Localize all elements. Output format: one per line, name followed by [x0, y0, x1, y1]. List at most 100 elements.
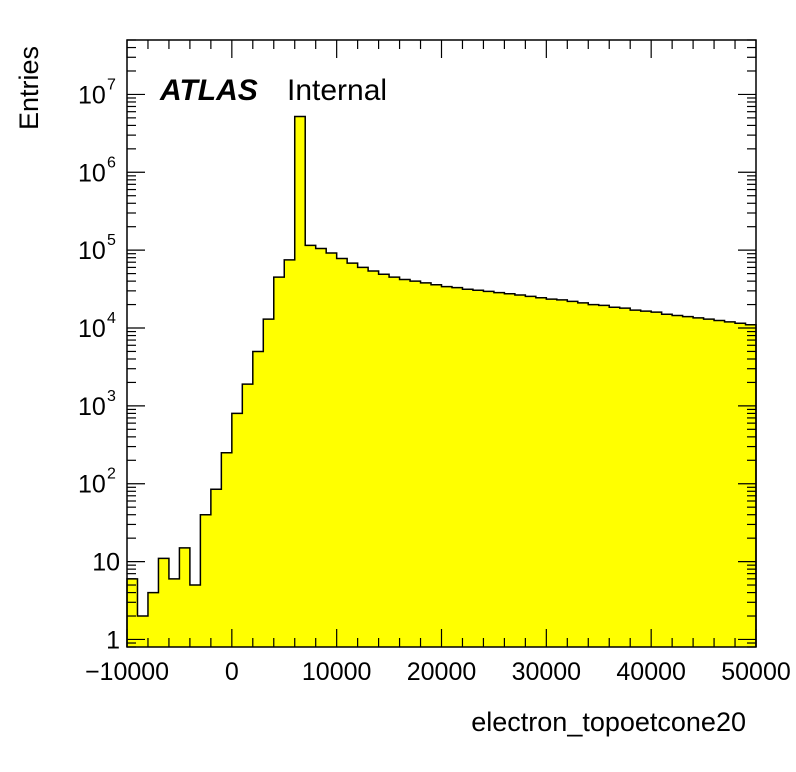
- histogram-bar: [158, 558, 170, 647]
- histogram-bar: [630, 310, 642, 647]
- histogram-bar: [315, 248, 327, 647]
- internal-label: Internal: [287, 74, 387, 107]
- histogram-bar: [389, 277, 401, 647]
- y-tick-exponent: 2: [107, 466, 116, 483]
- histogram-bar: [273, 277, 285, 647]
- y-tick-exponent: 4: [107, 310, 116, 327]
- histogram-bar: [420, 282, 432, 647]
- histogram-bar: [410, 281, 422, 647]
- histogram-bar: [347, 263, 359, 647]
- histogram-bar: [693, 317, 705, 647]
- histogram-bars: [127, 116, 757, 648]
- histogram-bar: [525, 296, 537, 647]
- histogram-bar: [147, 592, 160, 647]
- histogram-bar: [619, 308, 631, 647]
- x-tick-labels: −10000 0 10000 20000 30000 40000 50000: [85, 658, 791, 686]
- histogram-bar: [556, 299, 568, 647]
- histogram-bar: [399, 279, 411, 647]
- x-tick-label: 0: [225, 658, 239, 686]
- plot-frame: [126, 39, 757, 648]
- histogram-bar: [210, 489, 222, 647]
- y-tick-exponent: 3: [107, 388, 116, 405]
- histogram-bar: [651, 312, 663, 647]
- histogram-bar: [431, 284, 443, 647]
- histogram-bar: [189, 585, 201, 647]
- histogram-bar: [609, 307, 621, 647]
- histogram-bar: [242, 384, 254, 647]
- histogram-bar: [472, 290, 485, 647]
- histogram-bar: [179, 547, 191, 647]
- histogram-bar: [451, 287, 464, 647]
- histogram-bar: [221, 452, 233, 647]
- y-tick-base: 1: [106, 626, 120, 654]
- histogram-bar: [357, 267, 369, 647]
- axis-ticks: [126, 39, 757, 648]
- histogram-bar: [567, 301, 579, 647]
- histogram-bar: [284, 259, 296, 647]
- histogram-bar: [263, 319, 275, 647]
- histogram-bar: [577, 302, 589, 647]
- y-tick-label: 10 2: [78, 466, 116, 499]
- histogram-bar: [661, 314, 673, 647]
- y-tick-label: 10 3: [78, 388, 116, 421]
- histogram-bar: [137, 616, 149, 647]
- histogram-bar: [483, 291, 495, 647]
- y-tick-exponent: 7: [107, 76, 116, 93]
- histogram-bar: [231, 413, 243, 647]
- histogram-bar: [588, 304, 600, 647]
- histogram-outline: [126, 115, 757, 647]
- histogram-bar: [745, 324, 757, 647]
- y-tick-base: 10: [78, 159, 106, 187]
- x-tick-label: 30000: [512, 658, 582, 686]
- histogram-bar: [462, 289, 474, 647]
- x-tick-label: −10000: [85, 658, 169, 686]
- y-tick-exponent: 5: [107, 232, 116, 249]
- histogram-bar: [200, 514, 212, 647]
- histogram-bar: [724, 321, 736, 647]
- y-tick-label: 10 6: [78, 154, 116, 187]
- y-tick-base: 10: [78, 315, 106, 343]
- x-tick-label: 40000: [616, 658, 686, 686]
- histogram-bar: [127, 578, 139, 647]
- histogram-bar: [504, 293, 516, 647]
- histogram-bar: [168, 578, 181, 647]
- histogram-bar: [640, 311, 652, 647]
- histogram-bar: [305, 245, 317, 647]
- histogram-bar: [546, 299, 558, 647]
- histogram-bar: [493, 292, 505, 647]
- y-tick-exponent: 6: [107, 154, 116, 171]
- y-tick-label: 10 7: [78, 76, 116, 109]
- histogram-bar: [326, 252, 338, 648]
- histogram-bar: [703, 319, 715, 647]
- y-tick-base: 10: [78, 471, 106, 499]
- histogram-bar: [714, 320, 726, 647]
- y-tick-base: 10: [78, 81, 106, 109]
- histogram-bar: [735, 323, 747, 647]
- y-tick-base: 10: [78, 393, 106, 421]
- histogram-bar: [336, 258, 348, 647]
- x-tick-label: 10000: [302, 658, 372, 686]
- y-tick-base: 10: [92, 549, 120, 577]
- y-tick-label: 10 4: [78, 310, 116, 343]
- histogram-bar: [598, 305, 610, 647]
- y-tick-label: 1: [106, 626, 120, 654]
- histogram-bar: [368, 270, 380, 647]
- histogram-bar: [682, 316, 694, 647]
- histogram-bar: [514, 295, 526, 647]
- x-axis-title: electron_topoetcone20: [471, 707, 746, 737]
- histogram-bar: [378, 274, 390, 647]
- x-tick-label: 20000: [407, 658, 477, 686]
- histogram-bar: [672, 315, 684, 647]
- y-axis-title: Entries: [14, 46, 44, 130]
- x-tick-label: 50000: [721, 658, 791, 686]
- atlas-label: ATLAS: [159, 74, 258, 107]
- y-tick-label: 10: [92, 549, 120, 577]
- y-tick-base: 10: [78, 237, 106, 265]
- histogram-bar: [252, 351, 264, 647]
- histogram-bar: [441, 286, 453, 647]
- histogram-bar: [294, 116, 306, 647]
- y-tick-label: 10 5: [78, 232, 116, 265]
- histogram-bar: [535, 297, 547, 647]
